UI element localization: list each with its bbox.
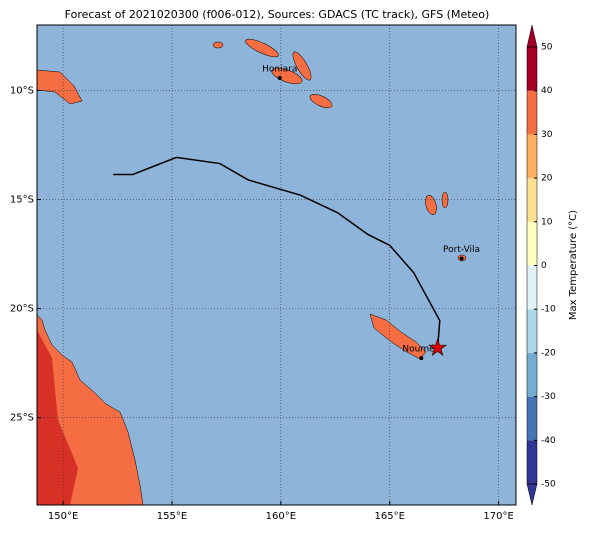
island — [425, 195, 437, 215]
island — [212, 41, 224, 49]
colorbar-extend-max — [526, 24, 538, 48]
land-layer — [37, 38, 467, 505]
colorbar-tick-label: -40 — [541, 436, 556, 446]
island — [441, 191, 449, 209]
x-tick-label: 160°E — [266, 511, 296, 522]
city-label: Nouméa — [402, 344, 440, 355]
x-tick-label: 150°E — [48, 511, 78, 522]
colorbar-tick-label: 10 — [541, 217, 553, 227]
island — [292, 51, 312, 81]
colorbar-band — [527, 309, 537, 353]
island — [245, 38, 279, 58]
chart-title: Forecast of 2021020300 (f006-012), Sourc… — [65, 8, 490, 21]
colorbar-band — [527, 178, 537, 222]
colorbar: -50 -40 -30 -20 -10 0 10 20 30 40 50 — [526, 24, 556, 506]
city-marker — [459, 256, 464, 261]
new-caledonia — [369, 313, 427, 360]
colorbar-label: Max Temperature (°C) — [568, 210, 579, 320]
x-tick-label: 170°E — [483, 511, 513, 522]
y-tick-label: 15°S — [10, 195, 34, 206]
tc-track — [113, 156, 441, 348]
colorbar-band — [527, 47, 537, 91]
colorbar-tick-label: -30 — [541, 392, 556, 402]
island — [271, 67, 303, 85]
colorbar-tick-label: 50 — [541, 43, 553, 53]
colorbar-band — [527, 134, 537, 179]
colorbar-band — [527, 352, 537, 397]
colorbar-band — [527, 221, 537, 266]
colorbar-tick-label: -50 — [541, 480, 556, 490]
colorbar-tick-label: -20 — [541, 348, 556, 358]
colorbar-band — [527, 440, 537, 484]
colorbar-band — [527, 90, 537, 135]
colorbar-tick-label: -10 — [541, 305, 556, 315]
mark-layer: Honiara Port-Vila Nouméa — [113, 65, 480, 361]
colorbar-tick-label: 20 — [541, 174, 553, 184]
tc-position — [428, 337, 448, 356]
frame — [36, 24, 517, 506]
x-tick-label: 155°E — [157, 511, 187, 522]
island — [309, 93, 333, 109]
city-label: Port-Vila — [443, 245, 480, 255]
colorbar-band — [527, 396, 537, 441]
colorbar-extend-min — [526, 483, 538, 506]
city-marker — [419, 356, 424, 361]
x-tick-label: 165°E — [375, 511, 405, 522]
city-label: Honiara — [262, 65, 297, 75]
colorbar-tick-label: 30 — [541, 130, 553, 140]
y-tick-label: 20°S — [10, 304, 34, 315]
y-tick-label: 10°S — [10, 85, 34, 96]
grid-layer — [37, 25, 516, 505]
australia-hot — [37, 330, 78, 505]
colorbar-band — [527, 265, 537, 310]
y-tick-label: 25°S — [10, 413, 34, 424]
colorbar-tick-label: 0 — [541, 261, 547, 271]
colorbar-tick-label: 40 — [541, 86, 553, 96]
city-marker — [277, 76, 282, 81]
